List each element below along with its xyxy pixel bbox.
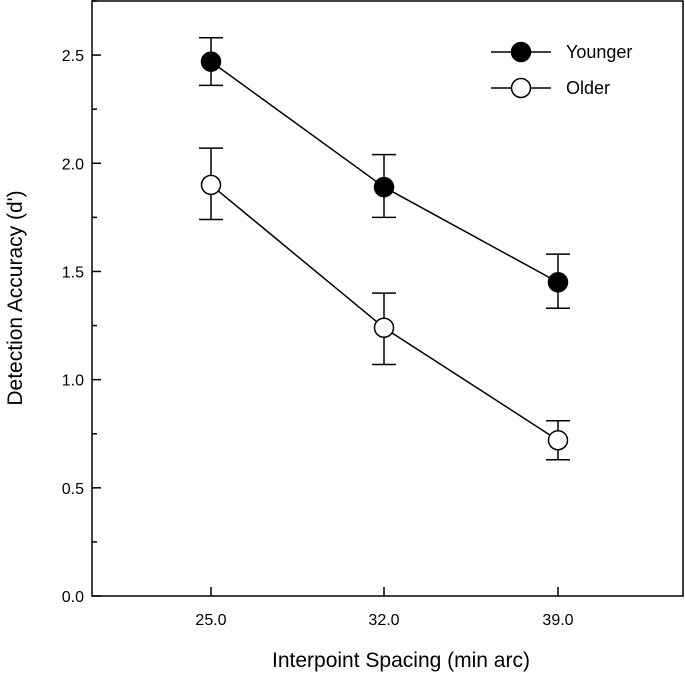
y-tick-label: 2.5 xyxy=(62,48,84,65)
x-tick-label: 25.0 xyxy=(195,612,226,629)
y-tick-label: 0.5 xyxy=(62,481,84,498)
y-axis-title: Detection Accuracy (d') xyxy=(4,190,27,405)
series-layer xyxy=(199,37,570,461)
legend-label-older: Older xyxy=(566,78,610,98)
y-axis: 0.0 0.5 1.0 1.5 2.0 2.5 xyxy=(62,0,101,606)
data-point-younger xyxy=(200,51,222,72)
x-axis: 25.0 32.0 39.0 xyxy=(195,587,574,629)
y-tick-label: 1.5 xyxy=(62,264,84,281)
y-tick-label: 0.0 xyxy=(62,589,84,606)
plot-frame xyxy=(91,0,684,597)
data-point-younger xyxy=(373,176,395,198)
x-tick-label: 39.0 xyxy=(542,612,573,629)
data-point-older xyxy=(373,317,395,338)
x-axis-title: Interpoint Spacing (min arc) xyxy=(272,649,530,672)
data-point-younger xyxy=(547,272,569,293)
legend-marker-younger xyxy=(510,41,532,63)
y-tick-label: 1.0 xyxy=(62,373,84,390)
data-point-older xyxy=(547,429,569,451)
data-point-older xyxy=(200,174,222,196)
legend-marker-older xyxy=(510,77,532,99)
legend-label-younger: Younger xyxy=(566,42,632,62)
legend: Younger Older xyxy=(491,41,632,99)
x-tick-label: 32.0 xyxy=(368,612,399,629)
y-tick-label: 2.0 xyxy=(62,156,84,173)
